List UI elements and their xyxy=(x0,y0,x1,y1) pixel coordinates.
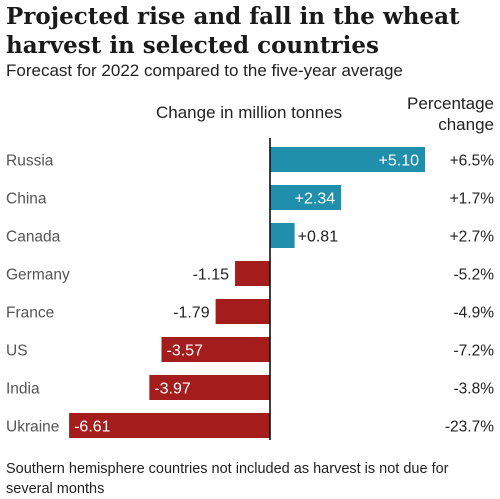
percentage-label: -23.7% xyxy=(445,419,494,436)
chart-subtitle: Forecast for 2022 compared to the five-y… xyxy=(6,61,403,80)
category-label: China xyxy=(6,191,47,208)
category-label: US xyxy=(6,343,28,360)
data-label: -1.15 xyxy=(193,267,230,284)
percentage-label: +2.7% xyxy=(450,229,495,246)
footnote: Southern hemisphere countries not includ… xyxy=(6,461,449,497)
data-label: -1.79 xyxy=(173,305,210,322)
data-label: -3.57 xyxy=(167,343,204,360)
category-label: Russia xyxy=(6,153,54,170)
bar xyxy=(215,299,270,324)
percentage-label: +6.5% xyxy=(450,153,495,170)
percentage-label: -7.2% xyxy=(454,343,495,360)
bar xyxy=(161,337,270,362)
percentage-label: -4.9% xyxy=(454,305,495,322)
data-label: +2.34 xyxy=(295,191,336,208)
data-label: +0.81 xyxy=(298,229,339,246)
data-label: -3.97 xyxy=(154,381,191,398)
bar xyxy=(270,147,425,172)
category-label: Germany xyxy=(6,267,70,284)
category-label: Ukraine xyxy=(6,419,59,436)
data-label: +5.10 xyxy=(379,153,420,170)
bar-chart: Russia +5.10 +6.5% China +2.34 +1.7% Canada +0.… xyxy=(6,138,495,440)
percentage-label: -3.8% xyxy=(454,381,495,398)
bar xyxy=(270,223,295,248)
data-label: -6.61 xyxy=(74,419,111,436)
bar xyxy=(235,261,270,286)
percentage-column-header: Percentage change xyxy=(407,94,494,134)
bar xyxy=(270,185,342,210)
percentage-label: +1.7% xyxy=(450,191,495,208)
percentage-label: -5.2% xyxy=(454,267,495,284)
category-label: France xyxy=(6,305,54,322)
chart-title: Projected rise and fall in the wheat har… xyxy=(6,3,460,59)
bar xyxy=(149,375,270,400)
bar xyxy=(69,413,270,438)
category-label: Canada xyxy=(6,229,61,246)
category-label: India xyxy=(6,381,40,398)
x-axis-label: Change in million tonnes xyxy=(156,103,343,122)
